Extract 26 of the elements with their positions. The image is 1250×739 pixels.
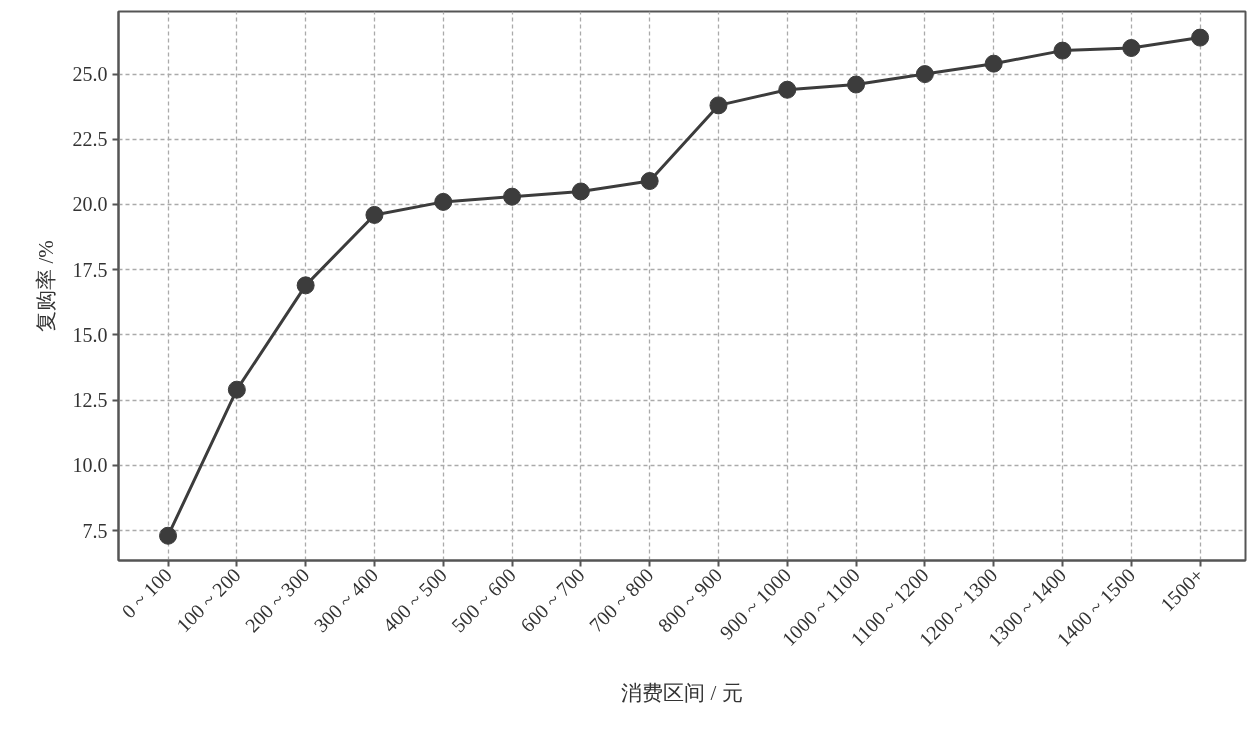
point — [571, 182, 590, 201]
point — [640, 172, 659, 191]
point — [227, 380, 246, 399]
point — [1053, 41, 1072, 60]
point — [1122, 39, 1141, 57]
point — [503, 187, 522, 206]
point — [1191, 28, 1210, 47]
y-tick-label: 12.5 — [72, 389, 108, 412]
y-tick-label: 20.0 — [72, 193, 108, 216]
y-tick-label: 25.0 — [72, 63, 108, 86]
point — [709, 96, 728, 115]
y-tick-label: 15.0 — [72, 323, 108, 346]
point — [159, 526, 178, 545]
y-tick-label: 7.5 — [82, 519, 108, 542]
point — [915, 65, 934, 84]
point — [847, 75, 866, 94]
y-tick-label: 10.0 — [72, 454, 108, 477]
y-tick-label: 22.5 — [72, 128, 108, 151]
point — [778, 80, 797, 99]
point — [296, 276, 315, 295]
y-axis-title: 复购率 /% — [33, 240, 58, 332]
point — [365, 205, 384, 224]
y-tick-label: 17.5 — [72, 258, 108, 281]
point — [434, 192, 453, 211]
point — [984, 54, 1003, 73]
x-axis-title: 消费区间 / 元 — [621, 681, 743, 706]
